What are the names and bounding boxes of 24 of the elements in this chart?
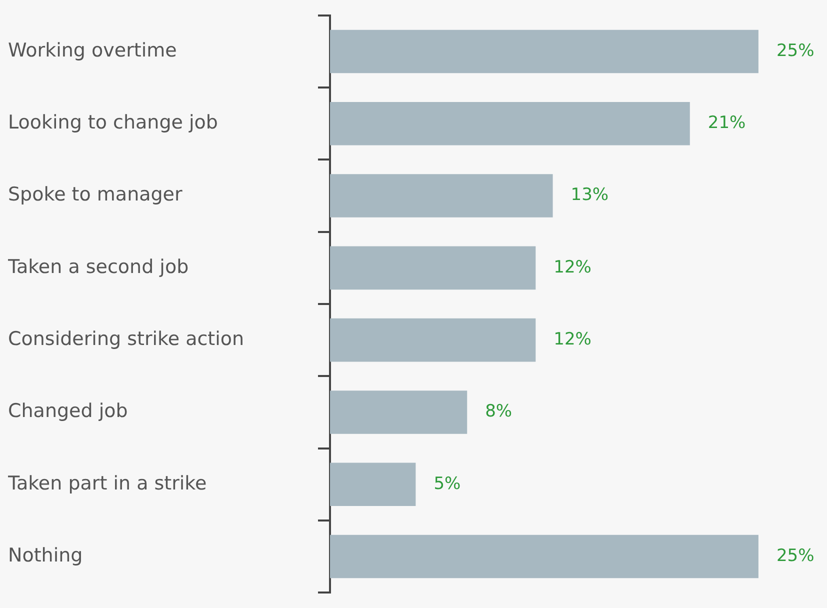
bar <box>330 102 690 146</box>
data-label: 12% <box>554 257 592 278</box>
bar <box>330 318 536 362</box>
data-label: 13% <box>570 185 609 206</box>
bar <box>330 390 468 434</box>
y-tick-label: Working overtime <box>8 39 177 62</box>
data-label: 12% <box>554 329 592 350</box>
bar <box>330 534 758 578</box>
data-label: 25% <box>776 546 814 566</box>
data-label: 25% <box>776 40 814 61</box>
y-tick-label: Considering strike action <box>8 328 244 350</box>
data-label: 5% <box>434 474 461 494</box>
bar <box>330 30 758 74</box>
y-tick-label: Taken part in a strike <box>7 472 207 494</box>
y-tick-label: Looking to change job <box>8 112 218 134</box>
y-tick-label: Taken a second job <box>7 256 189 278</box>
bar <box>330 462 416 506</box>
bar <box>330 174 553 218</box>
data-label: 8% <box>485 402 512 422</box>
y-tick-label: Nothing <box>8 544 83 566</box>
data-label: 21% <box>708 113 746 134</box>
y-tick-label: Spoke to manager <box>8 184 182 206</box>
y-tick-label: Changed job <box>8 400 128 422</box>
bar <box>330 246 536 290</box>
